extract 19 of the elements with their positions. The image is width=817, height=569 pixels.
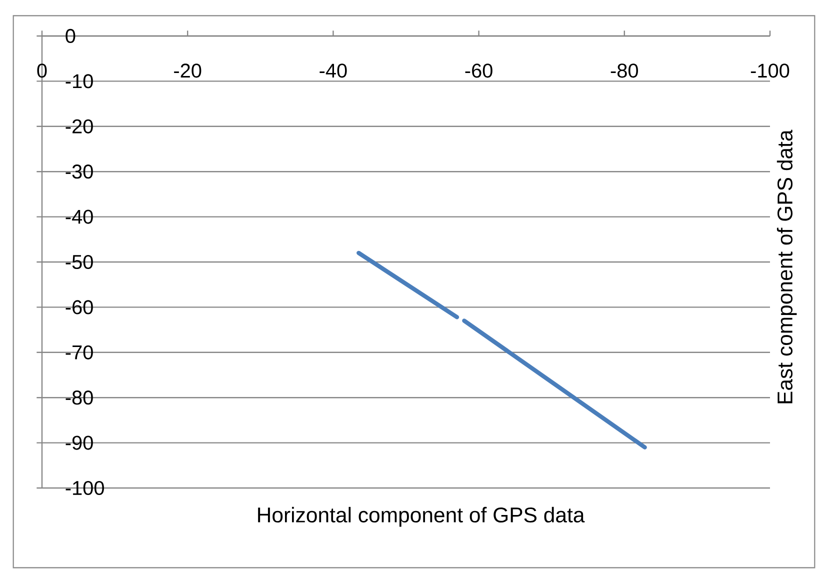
x-tick-label: 0 [37,64,47,78]
y-axis-title: East component of GPS data [776,130,797,404]
y-tick-label: -50 [66,254,93,270]
y-tick-label: -80 [66,390,93,405]
y-tick-label: -20 [66,119,93,134]
y-tick-label: 0 [66,28,76,44]
x-axis-title: Horizontal component of GPS data [258,506,585,527]
x-tick-label: -20 [174,64,202,78]
x-tick-label: -40 [320,64,347,78]
y-tick-label: -100 [66,480,104,496]
y-tick-label: -70 [66,345,93,360]
y-tick-label: -60 [66,300,93,314]
x-tick-label: -80 [610,64,638,78]
y-tick-label: -40 [66,210,93,224]
y-tick-label: -90 [66,436,93,450]
y-tick-label: -30 [66,164,93,179]
x-tick-label: -60 [465,64,492,78]
x-tick-label: -100 [750,64,790,78]
y-tick-label: -10 [66,74,93,88]
